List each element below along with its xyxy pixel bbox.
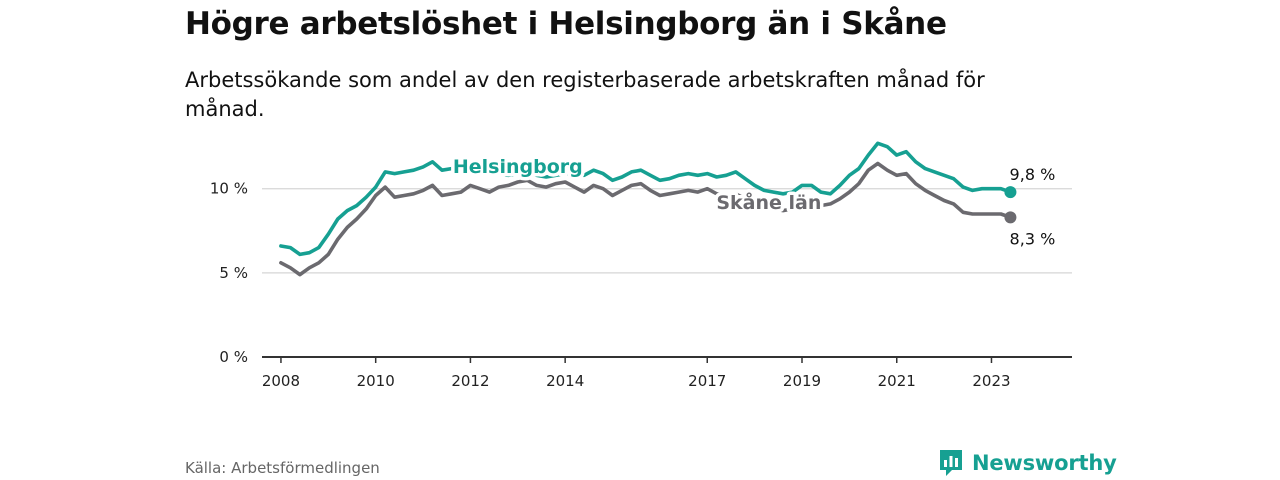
data-labels: 9,8 % 8,3 % Helsingborg Skåne län (449, 152, 1056, 248)
series-label-helsingborg: Helsingborg (453, 156, 583, 178)
newsworthy-chart-icon (940, 450, 962, 476)
axes: 0 % 5 % 10 % 2008 2010 2012 2014 2017 2019 2021 20… (210, 180, 1072, 390)
x-tick-label: 2010 (357, 372, 395, 390)
chart-subtitle: Arbetssökande som andel av den registerb… (185, 68, 985, 121)
y-tick-label: 5 % (219, 264, 248, 282)
x-tick-label: 2019 (783, 372, 821, 390)
x-tick-label: 2021 (878, 372, 916, 390)
source-note: Källa: Arbetsförmedlingen (185, 459, 380, 477)
end-label-skane: 8,3 % (1010, 229, 1056, 248)
series-line-skane (279, 161, 1013, 277)
x-tick-label: 2008 (262, 372, 300, 390)
chart-title: Högre arbetslöshet i Helsingborg än i Sk… (185, 6, 947, 42)
y-tick-label: 10 % (210, 180, 248, 198)
logo-text: Newsworthy (972, 451, 1117, 475)
x-tick-label: 2017 (688, 372, 726, 390)
series-lines (279, 141, 1017, 277)
series-line-helsingborg (279, 141, 1013, 257)
newsworthy-logo[interactable]: Newsworthy (938, 448, 1117, 478)
x-tick-label: 2023 (972, 372, 1010, 390)
end-point-skane (1004, 211, 1017, 224)
end-point-helsingborg (1004, 186, 1017, 199)
end-label-helsingborg: 9,8 % (1010, 165, 1056, 184)
gridlines (262, 188, 1072, 274)
series-label-skane: Skåne län (716, 190, 821, 214)
y-tick-label: 0 % (219, 348, 248, 366)
x-tick-label: 2014 (546, 372, 584, 390)
x-tick-label: 2012 (451, 372, 489, 390)
